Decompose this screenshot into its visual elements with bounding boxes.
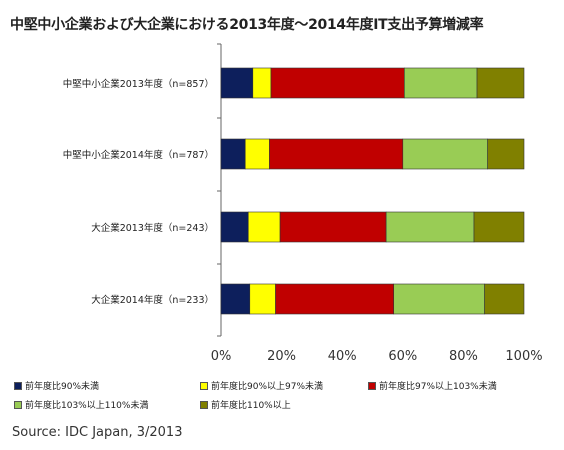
- legend-item-5: 前年度比110%以上: [200, 398, 291, 411]
- x-tick-label: 80%: [449, 349, 478, 364]
- bar-segment-1-3: [270, 67, 405, 99]
- legend-swatch: [200, 381, 208, 390]
- bar-segment-4-5: [484, 283, 525, 315]
- x-tick-label: 20%: [267, 349, 296, 364]
- bar-segment-4-3: [275, 283, 395, 315]
- category-label-4: 大企業2014年度（n=233）: [91, 295, 214, 306]
- bar-segment-3-3: [279, 211, 387, 243]
- bar-segment-3-2: [247, 211, 281, 243]
- bar-segment-1-5: [476, 67, 525, 99]
- bar-segment-1-4: [404, 67, 478, 99]
- legend-item-4: 前年度比103%以上110%未満: [14, 398, 148, 411]
- bar-segment-2-4: [402, 138, 488, 170]
- legend-label: 前年度比103%以上110%未満: [25, 401, 149, 411]
- legend-swatch: [200, 400, 208, 409]
- legend-item-3: 前年度比97%以上103%未満: [368, 379, 497, 392]
- bar-segment-3-5: [473, 211, 525, 243]
- bar-segment-2-3: [269, 138, 404, 170]
- category-label-3: 大企業2013年度（n=243）: [91, 223, 214, 234]
- legend-swatch: [14, 381, 22, 390]
- legend-label: 前年度比90%未満: [25, 382, 100, 392]
- legend-label: 前年度比90%以上97%未満: [211, 382, 324, 392]
- chart-title: 中堅中小企業および大企業における2013年度～2014年度IT支出予算増減率: [10, 17, 484, 33]
- bar-segment-4-2: [249, 283, 276, 315]
- bar-segment-1-2: [252, 67, 272, 99]
- bar-segment-4-1: [220, 283, 251, 315]
- category-label-1: 中堅中小企業2013年度（n=857）: [62, 79, 214, 90]
- legend-swatch: [14, 400, 22, 409]
- legend-item-2: 前年度比90%以上97%未満: [200, 379, 323, 392]
- legend-label: 前年度比110%以上: [211, 401, 291, 411]
- bar-segment-2-2: [244, 138, 270, 170]
- bar-segment-2-1: [220, 138, 246, 170]
- source-note: Source: IDC Japan, 3/2013: [12, 425, 183, 440]
- x-tick-label: 0%: [211, 349, 232, 364]
- bar-segment-1-1: [220, 67, 254, 99]
- bar-segment-2-5: [487, 138, 525, 170]
- x-tick-label: 100%: [505, 349, 542, 364]
- bar-segment-4-4: [393, 283, 485, 315]
- legend-swatch: [368, 381, 376, 390]
- bar-segment-3-1: [220, 211, 249, 243]
- legend-label: 前年度比97%以上103%未満: [379, 382, 497, 392]
- bar-segment-3-4: [385, 211, 475, 243]
- legend-item-1: 前年度比90%未満: [14, 379, 99, 392]
- category-label-2: 中堅中小企業2014年度（n=787）: [62, 150, 214, 161]
- x-tick-label: 40%: [328, 349, 357, 364]
- x-tick-label: 60%: [388, 349, 417, 364]
